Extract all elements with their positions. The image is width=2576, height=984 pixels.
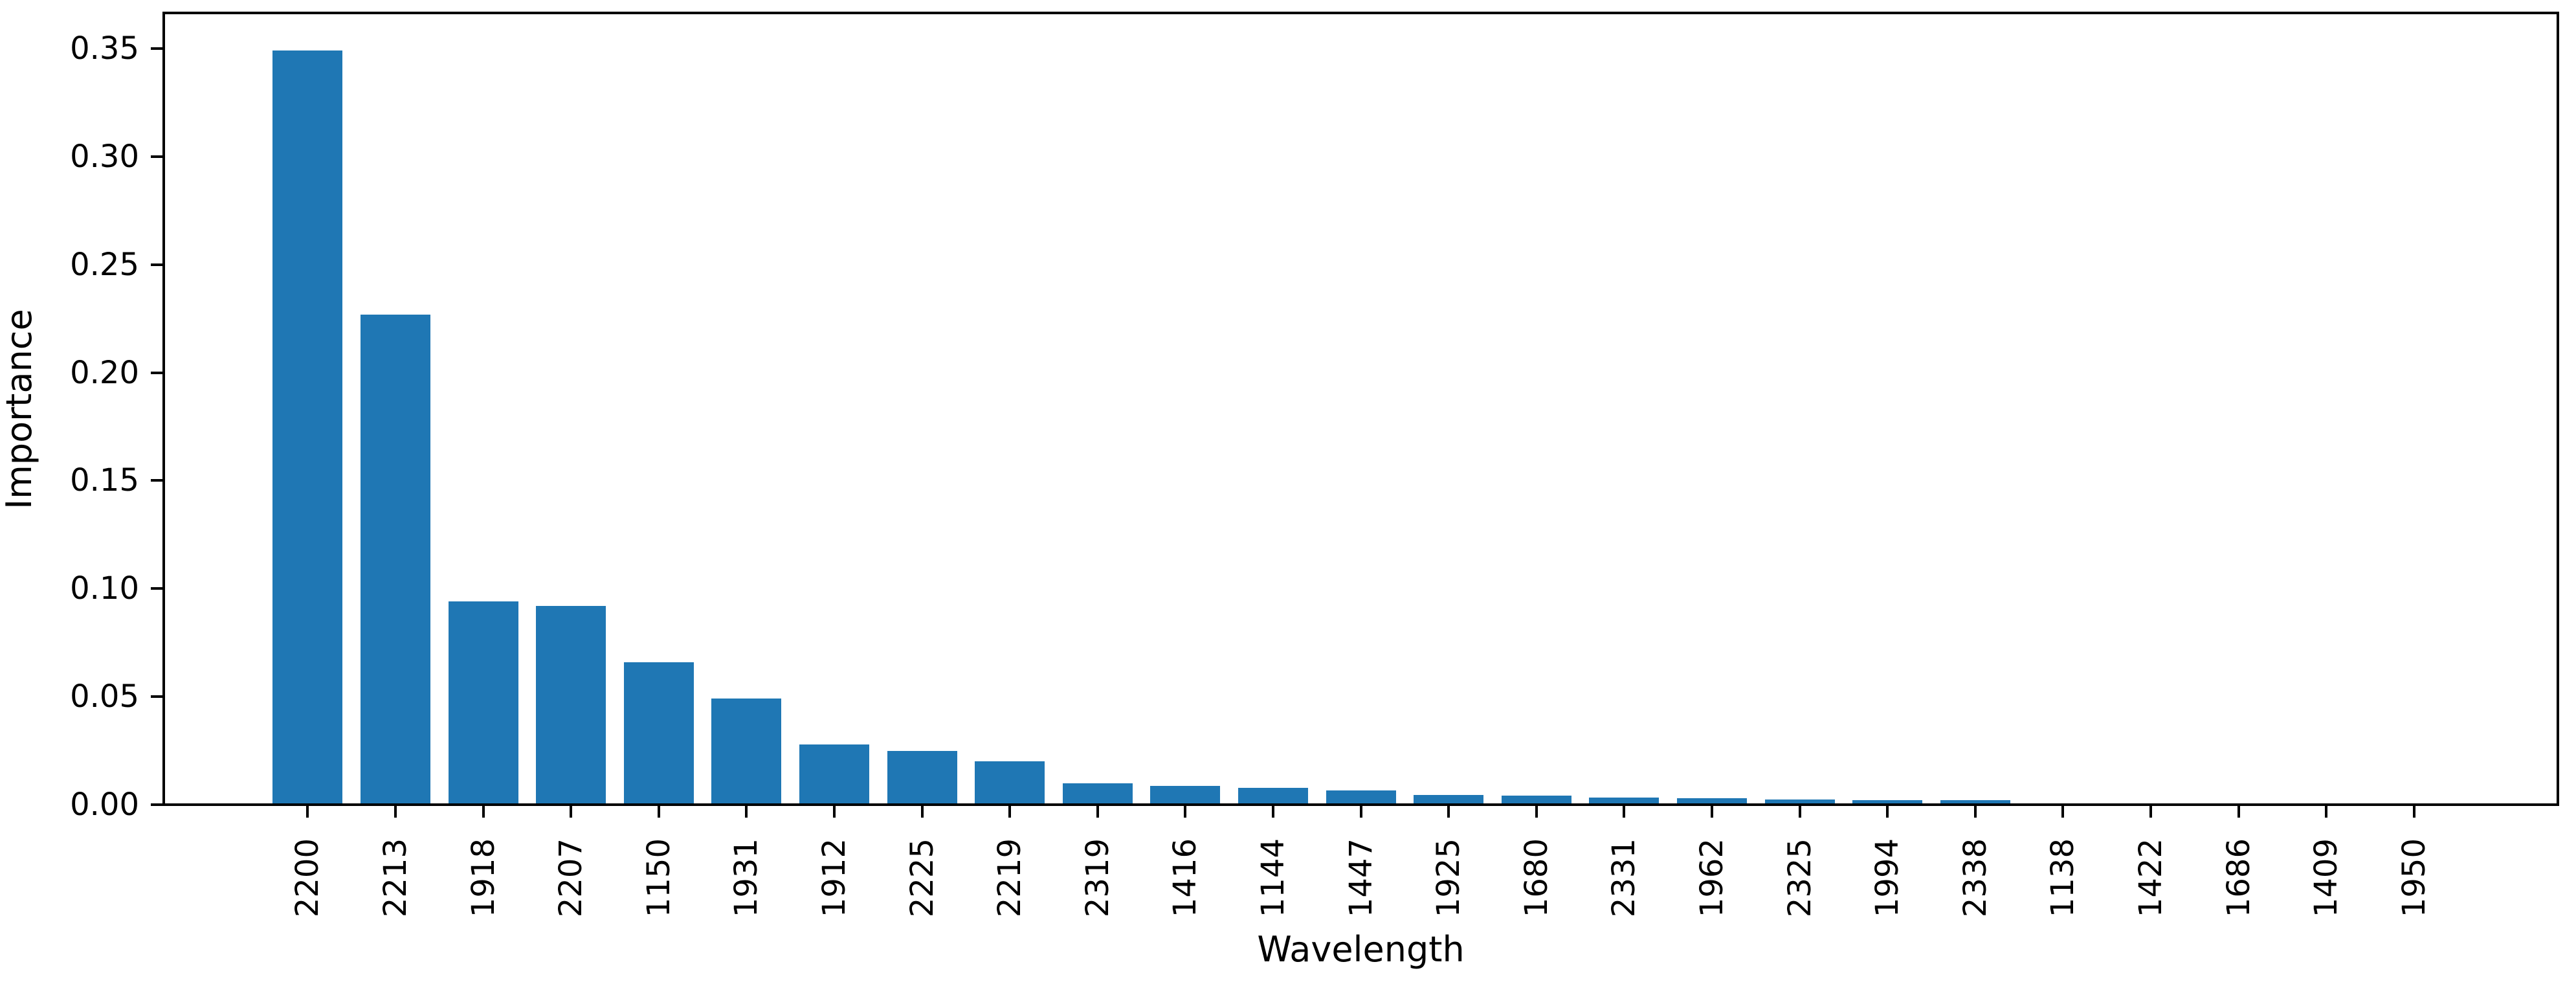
bar-1912 xyxy=(799,744,869,805)
y-axis-label: Importance xyxy=(0,308,39,509)
y-tick-mark-0.00 xyxy=(151,803,164,806)
x-tick-label-1680: 1680 xyxy=(1518,838,1555,918)
x-tick-label-1416: 1416 xyxy=(1167,838,1204,918)
bar-1144 xyxy=(1238,788,1308,805)
x-tick-mark-1447 xyxy=(1359,805,1362,818)
bar-1680 xyxy=(1501,795,1571,805)
x-tick-label-2213: 2213 xyxy=(377,838,414,918)
x-tick-mark-2225 xyxy=(920,805,924,818)
x-tick-label-1138: 1138 xyxy=(2045,838,2082,918)
x-tick-label-1950: 1950 xyxy=(2395,838,2432,918)
x-tick-mark-1686 xyxy=(2237,805,2240,818)
x-tick-mark-1994 xyxy=(1886,805,1889,818)
x-tick-label-1686: 1686 xyxy=(2220,838,2257,918)
bar-1931 xyxy=(711,699,782,805)
x-tick-label-2325: 2325 xyxy=(1781,838,1818,918)
y-tick-mark-0.30 xyxy=(151,155,164,158)
bar-1994 xyxy=(1852,800,1923,805)
x-tick-mark-1680 xyxy=(1535,805,1538,818)
y-tick-label-0.15: 0.15 xyxy=(70,462,139,499)
bar-2207 xyxy=(536,605,606,805)
x-tick-mark-2325 xyxy=(1798,805,1801,818)
x-tick-mark-2213 xyxy=(394,805,397,818)
bar-2213 xyxy=(361,314,430,805)
y-tick-mark-0.05 xyxy=(151,695,164,699)
y-tick-label-0.05: 0.05 xyxy=(70,678,139,715)
x-tick-mark-1931 xyxy=(745,805,748,818)
x-tick-mark-2219 xyxy=(1008,805,1012,818)
x-tick-mark-1144 xyxy=(1272,805,1274,818)
x-tick-mark-1138 xyxy=(2061,805,2065,818)
x-tick-label-1422: 1422 xyxy=(2133,838,2169,918)
plot-area-border xyxy=(162,12,2559,806)
x-tick-label-1994: 1994 xyxy=(1869,838,1906,918)
bar-2319 xyxy=(1062,783,1133,805)
bar-2200 xyxy=(272,50,343,805)
x-tick-label-2338: 2338 xyxy=(1957,838,1993,918)
y-tick-label-0.25: 0.25 xyxy=(70,246,139,283)
bar-2219 xyxy=(975,761,1045,805)
bar-2338 xyxy=(1940,800,2010,805)
x-tick-mark-1950 xyxy=(2412,805,2415,818)
bar-1447 xyxy=(1326,790,1396,805)
bar-2325 xyxy=(1764,799,1835,805)
x-tick-label-2331: 2331 xyxy=(1606,838,1643,918)
y-tick-label-0.30: 0.30 xyxy=(70,138,139,175)
x-tick-label-1931: 1931 xyxy=(728,838,765,918)
x-tick-mark-1150 xyxy=(657,805,660,818)
x-tick-mark-1422 xyxy=(2149,805,2152,818)
x-tick-label-2200: 2200 xyxy=(289,838,326,918)
bar-2225 xyxy=(887,750,957,805)
x-tick-label-1912: 1912 xyxy=(816,838,852,918)
x-tick-mark-1409 xyxy=(2325,805,2328,818)
y-tick-label-0.20: 0.20 xyxy=(70,354,139,391)
x-tick-label-1150: 1150 xyxy=(640,838,677,918)
x-tick-mark-2338 xyxy=(1973,805,1977,818)
x-tick-label-2225: 2225 xyxy=(904,838,940,918)
x-axis-label: Wavelength xyxy=(1257,929,1465,970)
x-tick-mark-1962 xyxy=(1711,805,1713,818)
x-tick-label-2219: 2219 xyxy=(992,838,1028,918)
y-tick-label-0.00: 0.00 xyxy=(70,787,139,823)
x-tick-label-1962: 1962 xyxy=(1694,838,1730,918)
x-tick-mark-2331 xyxy=(1623,805,1626,818)
y-tick-mark-0.15 xyxy=(151,479,164,482)
x-tick-label-1409: 1409 xyxy=(2308,838,2345,918)
x-tick-mark-2319 xyxy=(1096,805,1099,818)
x-tick-label-2207: 2207 xyxy=(553,838,590,918)
x-tick-mark-1918 xyxy=(482,805,485,818)
y-tick-mark-0.25 xyxy=(151,263,164,266)
bar-1962 xyxy=(1677,798,1747,805)
y-tick-mark-0.35 xyxy=(151,47,164,50)
x-tick-mark-2200 xyxy=(306,805,309,818)
bar-1925 xyxy=(1414,795,1484,805)
y-tick-mark-0.20 xyxy=(151,371,164,374)
x-tick-label-1918: 1918 xyxy=(465,838,502,918)
y-tick-label-0.35: 0.35 xyxy=(70,30,139,67)
y-tick-mark-0.10 xyxy=(151,587,164,590)
x-tick-mark-1925 xyxy=(1447,805,1450,818)
bar-1918 xyxy=(448,601,518,805)
bar-2331 xyxy=(1589,798,1660,805)
bar-1150 xyxy=(623,662,694,805)
x-tick-mark-2207 xyxy=(570,805,573,818)
x-tick-label-2319: 2319 xyxy=(1079,838,1116,918)
x-tick-mark-1912 xyxy=(833,805,836,818)
bar-1416 xyxy=(1150,785,1221,805)
y-tick-label-0.10: 0.10 xyxy=(70,570,139,607)
x-tick-mark-1416 xyxy=(1184,805,1187,818)
